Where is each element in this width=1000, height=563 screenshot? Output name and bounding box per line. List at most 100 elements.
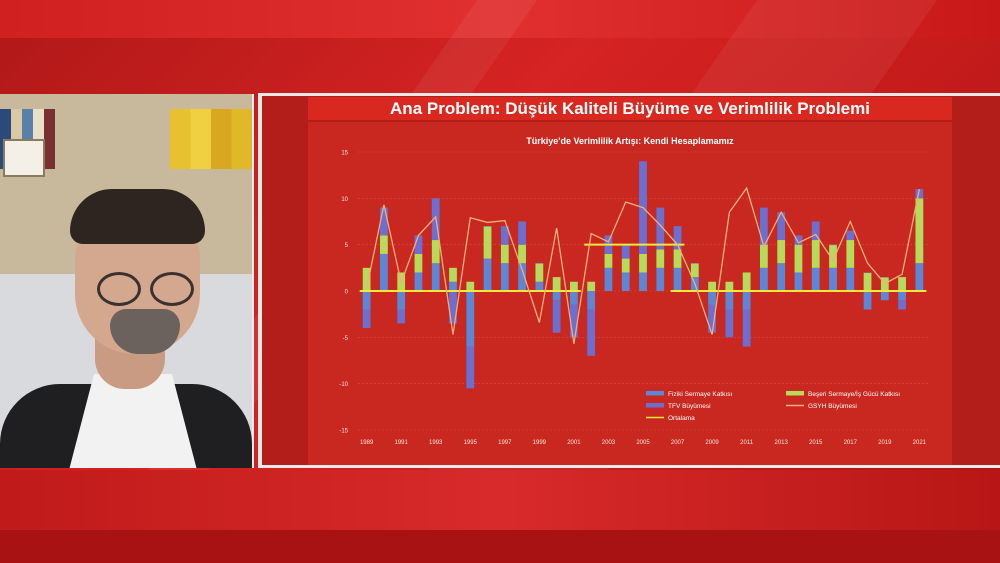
bar-fiziki-sermaye-katk-s--1989: [362, 291, 371, 310]
bar-tfv-b-y-mesi-2009: [708, 304, 716, 333]
bar-be-eri-sermaye-i-g-c-katk-s--2018: [863, 272, 872, 291]
bar-fiziki-sermaye-katk-s--2021: [915, 263, 924, 291]
bar-tfv-b-y-mesi-2018: [863, 272, 872, 273]
bar-fiziki-sermaye-katk-s--2002: [587, 291, 596, 310]
bar-fiziki-sermaye-katk-s--2006: [656, 267, 665, 291]
x-tick-label: 1991: [395, 440, 409, 446]
bar-be-eri-sermaye-i-g-c-katk-s--2002: [587, 281, 596, 291]
person-hair: [70, 189, 205, 244]
x-tick-label: 1995: [464, 440, 478, 446]
x-tick-label: 2007: [671, 440, 685, 446]
x-tick-label: 2001: [567, 440, 581, 446]
bar-fiziki-sermaye-katk-s--1990: [380, 253, 388, 291]
books: [170, 109, 252, 169]
bar-tfv-b-y-mesi-1997: [500, 226, 509, 245]
y-axis: 15 10 5 0 -5 -10 -15: [339, 151, 348, 435]
x-tick-label: 1999: [533, 440, 547, 446]
bar-tfv-b-y-mesi-2019: [880, 277, 889, 278]
bar-be-eri-sermaye-i-g-c-katk-s--1989: [362, 267, 371, 291]
bar-be-eri-sermaye-i-g-c-katk-s--2012: [760, 244, 768, 268]
y-tick-label: 15: [341, 151, 348, 157]
slide-title: Ana Problem: Düşük Kaliteli Büyüme ve Ve…: [308, 97, 952, 120]
bar-fiziki-sermaye-katk-s--1999: [535, 281, 544, 291]
x-axis: 1989 1991 1993 1995 1997 1999 2001 2003 2005 2007…: [360, 440, 927, 446]
bar-be-eri-sermaye-i-g-c-katk-s--1994: [449, 267, 457, 282]
bar-be-eri-sermaye-i-g-c-katk-s--1999: [535, 263, 544, 282]
bar-tfv-b-y-mesi-2002: [587, 309, 596, 356]
x-tick-label: 1993: [429, 440, 443, 446]
bar-be-eri-sermaye-i-g-c-katk-s--2016: [829, 244, 837, 268]
legend-label: GSYH Büyümesi: [808, 403, 857, 410]
bar-fiziki-sermaye-katk-s--2019: [880, 291, 889, 301]
background-lower-band: [0, 530, 1000, 563]
bar-be-eri-sermaye-i-g-c-katk-s--2013: [777, 240, 786, 264]
y-tick-label: -15: [339, 429, 348, 435]
legend-label: Beşeri Sermaye/İş Gücü Katkısı: [808, 389, 900, 398]
chart-bars: [362, 161, 924, 389]
gdp-growth-line: [365, 186, 921, 344]
bar-tfv-b-y-mesi-2006: [656, 207, 665, 250]
bar-fiziki-sermaye-katk-s--2007: [673, 267, 682, 291]
x-tick-label: 2015: [809, 440, 823, 446]
x-tick-label: 2009: [705, 440, 719, 446]
bar-tfv-b-y-mesi-1989: [362, 309, 371, 329]
person-beard: [110, 309, 180, 354]
glasses-lens-right: [150, 272, 194, 306]
bar-fiziki-sermaye-katk-s--2017: [846, 267, 855, 291]
y-tick-label: -5: [343, 336, 349, 342]
bar-be-eri-sermaye-i-g-c-katk-s--2006: [656, 249, 665, 268]
bar-tfv-b-y-mesi-2015: [811, 221, 820, 241]
x-tick-label: 2011: [740, 440, 754, 446]
bar-be-eri-sermaye-i-g-c-katk-s--2007: [673, 249, 682, 268]
bar-fiziki-sermaye-katk-s--1998: [518, 263, 526, 291]
bar-fiziki-sermaye-katk-s--1996: [483, 258, 492, 291]
bar-tfv-b-y-mesi-1994: [449, 291, 457, 324]
bar-tfv-b-y-mesi-2014: [794, 235, 803, 245]
bar-tfv-b-y-mesi-2012: [760, 207, 768, 245]
chart-title: Türkiye'de Verimlilik Artışı: Kendi Hesa…: [526, 136, 734, 146]
y-tick-label: 0: [345, 290, 349, 296]
bar-fiziki-sermaye-katk-s--2000: [552, 291, 561, 301]
photo-frame: [3, 139, 45, 177]
bar-tfv-b-y-mesi-1999: [535, 263, 544, 264]
bar-tfv-b-y-mesi-2000: [552, 300, 561, 333]
bar-tfv-b-y-mesi-2001: [570, 304, 578, 338]
bar-be-eri-sermaye-i-g-c-katk-s--2005: [639, 253, 647, 273]
bar-tfv-b-y-mesi-2016: [829, 244, 837, 246]
bar-be-eri-sermaye-i-g-c-katk-s--2020: [898, 277, 906, 291]
bar-tfv-b-y-mesi-2004: [621, 244, 630, 259]
legend-swatch: [786, 391, 804, 396]
chart-panel: [308, 122, 952, 465]
average-lines: [359, 243, 927, 292]
bar-be-eri-sermaye-i-g-c-katk-s--2021: [915, 198, 924, 264]
x-tick-label: 2003: [602, 440, 616, 446]
glasses-lens-left: [97, 272, 141, 306]
legend-label: Fiziki Sermaye Katkısı: [668, 391, 732, 398]
x-tick-label: 1989: [360, 440, 374, 446]
y-tick-label: 5: [345, 243, 349, 249]
bar-fiziki-sermaye-katk-s--2020: [898, 291, 906, 301]
background-top-band: [0, 0, 1000, 38]
bar-fiziki-sermaye-katk-s--2016: [829, 267, 837, 291]
bar-be-eri-sermaye-i-g-c-katk-s--2000: [552, 277, 561, 291]
bar-fiziki-sermaye-katk-s--2014: [794, 272, 803, 291]
bar-tfv-b-y-mesi-2007: [673, 226, 682, 250]
bar-fiziki-sermaye-katk-s--2011: [742, 291, 751, 310]
bar-tfv-b-y-mesi-2008: [690, 263, 699, 264]
bar-be-eri-sermaye-i-g-c-katk-s--2017: [846, 240, 855, 268]
bar-be-eri-sermaye-i-g-c-katk-s--1995: [466, 281, 475, 291]
bar-tfv-b-y-mesi-2013: [777, 212, 786, 241]
bar-be-eri-sermaye-i-g-c-katk-s--1998: [518, 244, 526, 264]
bar-be-eri-sermaye-i-g-c-katk-s--2004: [621, 258, 630, 273]
bar-be-eri-sermaye-i-g-c-katk-s--2009: [708, 281, 716, 291]
bar-tfv-b-y-mesi-2017: [846, 230, 855, 241]
webcam-video-feed: [0, 94, 254, 468]
x-tick-label: 2013: [775, 440, 789, 446]
bar-be-eri-sermaye-i-g-c-katk-s--2003: [604, 253, 613, 268]
bar-fiziki-sermaye-katk-s--1993: [431, 263, 440, 291]
bar-tfv-b-y-mesi-2011: [742, 309, 751, 347]
y-tick-label: -10: [339, 382, 348, 388]
x-tick-label: 2005: [636, 440, 650, 446]
gdp-growth-series: [365, 186, 921, 344]
bar-fiziki-sermaye-katk-s--1995: [466, 291, 475, 347]
